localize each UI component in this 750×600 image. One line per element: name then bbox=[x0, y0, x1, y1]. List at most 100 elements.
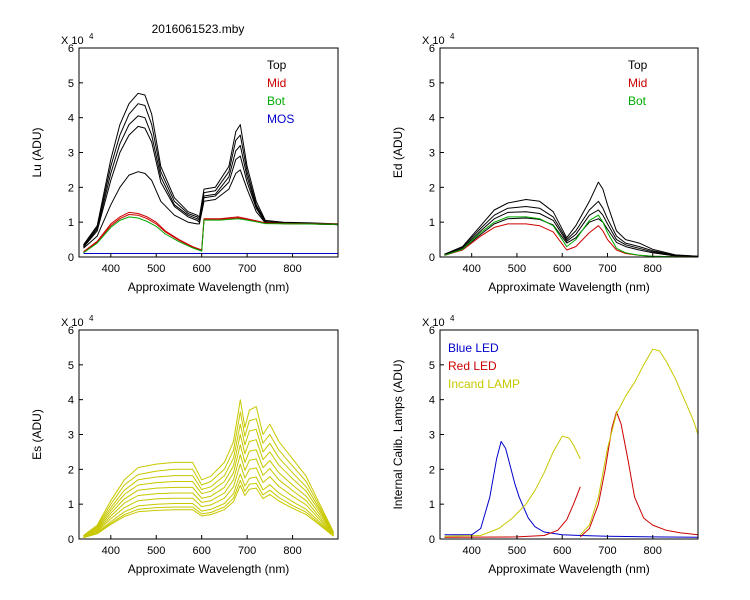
series-line-top-2 bbox=[444, 200, 698, 257]
plot-frame bbox=[78, 329, 339, 540]
x-tick-label: 800 bbox=[644, 263, 662, 275]
x-tick-label: 600 bbox=[553, 545, 571, 557]
y-scale-exponent: 4 bbox=[450, 314, 455, 323]
y-tick-label: 5 bbox=[68, 78, 74, 90]
series-line-red-led-right- bbox=[579, 411, 698, 538]
series-line-es-8 bbox=[83, 473, 334, 538]
y-scale-factor: X 10 bbox=[422, 35, 445, 47]
y-tick-label: 2 bbox=[68, 182, 74, 194]
x-tick-label: 700 bbox=[238, 263, 256, 275]
y-scale-factor: X 10 bbox=[61, 317, 84, 329]
legend-entry-incand-lamp: Incand LAMP bbox=[448, 377, 520, 391]
series-group bbox=[444, 181, 698, 257]
y-tick-label: 5 bbox=[429, 360, 435, 372]
series-line-incand-lamp-right- bbox=[579, 348, 698, 536]
y-tick-label: 2 bbox=[429, 464, 435, 476]
series-line-top-3 bbox=[444, 209, 698, 257]
plot-frame bbox=[439, 47, 699, 258]
x-tick-label: 400 bbox=[463, 545, 481, 557]
series-line-top-4 bbox=[83, 125, 338, 248]
x-tick-label: 500 bbox=[508, 263, 526, 275]
y-tick-label: 1 bbox=[429, 499, 435, 511]
series-line-red-led-left- bbox=[444, 486, 581, 538]
y-tick-label: 1 bbox=[68, 499, 74, 511]
x-tick-label: 600 bbox=[193, 263, 211, 275]
legend-entry-bot: Bot bbox=[267, 94, 286, 108]
x-tick-label: 500 bbox=[147, 263, 165, 275]
series-line-incand-lamp-left- bbox=[444, 435, 581, 537]
y-scale-exponent: 4 bbox=[89, 32, 94, 41]
y-tick-label: 6 bbox=[429, 43, 435, 55]
y-axis-label: Internal Calib. Lamps (ADU) bbox=[391, 359, 405, 509]
x-tick-label: 800 bbox=[644, 545, 662, 557]
x-tick-label: 700 bbox=[238, 545, 256, 557]
legend-entry-mid: Mid bbox=[267, 76, 286, 90]
y-tick-label: 1 bbox=[68, 217, 74, 229]
series-line-top-5 bbox=[83, 169, 338, 249]
y-tick-label: 0 bbox=[68, 252, 74, 264]
series-group bbox=[444, 348, 698, 538]
series-group bbox=[83, 399, 334, 539]
y-scale-factor: X 10 bbox=[422, 317, 445, 329]
x-axis-label: Approximate Wavelength (nm) bbox=[488, 280, 650, 294]
series-line-bot-1 bbox=[83, 216, 338, 254]
y-tick-label: 1 bbox=[429, 217, 435, 229]
series-group bbox=[83, 92, 338, 254]
y-tick-label: 0 bbox=[68, 534, 74, 546]
legend-entry-top: Top bbox=[267, 58, 287, 72]
y-scale-factor: X 10 bbox=[61, 35, 84, 47]
x-tick-label: 800 bbox=[283, 545, 301, 557]
series-line-top-1 bbox=[83, 92, 338, 246]
series-line-es-10 bbox=[83, 484, 334, 539]
x-tick-label: 500 bbox=[147, 545, 165, 557]
y-axis-label: Ed (ADU) bbox=[391, 127, 405, 178]
y-tick-label: 4 bbox=[429, 113, 435, 125]
y-tick-label: 0 bbox=[429, 534, 435, 546]
legend-entry-bot: Bot bbox=[628, 94, 647, 108]
series-line-es-9 bbox=[83, 480, 334, 539]
y-tick-label: 4 bbox=[68, 113, 74, 125]
chart-panel-top-left: 400 500 600 700 800 0 1 2 3 4 5 6X 10 4 Approximate W… bbox=[30, 32, 339, 294]
y-scale-exponent: 4 bbox=[450, 32, 455, 41]
x-tick-label: 600 bbox=[553, 263, 571, 275]
y-tick-label: 4 bbox=[429, 395, 435, 407]
x-tick-label: 400 bbox=[102, 545, 120, 557]
x-tick-label: 800 bbox=[283, 263, 301, 275]
y-tick-label: 0 bbox=[429, 252, 435, 264]
x-tick-label: 700 bbox=[598, 545, 616, 557]
y-tick-label: 5 bbox=[68, 360, 74, 372]
series-line-es-1 bbox=[83, 399, 334, 536]
x-tick-label: 400 bbox=[102, 263, 120, 275]
series-line-es-3 bbox=[83, 423, 334, 537]
x-tick-label: 600 bbox=[193, 545, 211, 557]
chart-panel-bottom-right: 400 500 600 700 800 0 1 2 3 4 5 6X 10 4 Approximate W… bbox=[391, 314, 699, 576]
x-tick-label: 400 bbox=[463, 263, 481, 275]
chart-panel-top-right: 400 500 600 700 800 0 1 2 3 4 5 6X 10 4 Approximate W… bbox=[391, 32, 699, 294]
legend-entry-red-led: Red LED bbox=[448, 359, 497, 373]
x-axis-label: Approximate Wavelength (nm) bbox=[488, 562, 650, 576]
x-axis-label: Approximate Wavelength (nm) bbox=[128, 562, 290, 576]
legend-entry-top: Top bbox=[628, 58, 648, 72]
y-tick-label: 3 bbox=[429, 430, 435, 442]
plot-frame bbox=[78, 47, 339, 258]
series-line-mid-1 bbox=[83, 211, 338, 253]
y-axis-label: Es (ADU) bbox=[30, 409, 44, 460]
series-line-es-5 bbox=[83, 444, 334, 538]
legend-entry-mos: MOS bbox=[267, 112, 294, 126]
series-line-blue-led bbox=[444, 441, 698, 538]
y-tick-label: 6 bbox=[68, 43, 74, 55]
x-tick-label: 500 bbox=[508, 545, 526, 557]
figure-title: 2016061523.mby bbox=[152, 22, 245, 36]
y-tick-label: 3 bbox=[429, 148, 435, 160]
series-line-es-6 bbox=[83, 454, 334, 538]
y-axis-label: Lu (ADU) bbox=[30, 127, 44, 177]
y-tick-label: 3 bbox=[68, 430, 74, 442]
series-line-es-4 bbox=[83, 434, 334, 538]
x-tick-label: 700 bbox=[598, 263, 616, 275]
y-tick-label: 6 bbox=[68, 325, 74, 337]
series-line-mid-2 bbox=[83, 214, 338, 253]
chart-panel-bottom-left: 400 500 600 700 800 0 1 2 3 4 5 6X 10 4 Approximate W… bbox=[30, 314, 339, 576]
series-line-es-2 bbox=[83, 411, 334, 537]
y-tick-label: 6 bbox=[429, 325, 435, 337]
